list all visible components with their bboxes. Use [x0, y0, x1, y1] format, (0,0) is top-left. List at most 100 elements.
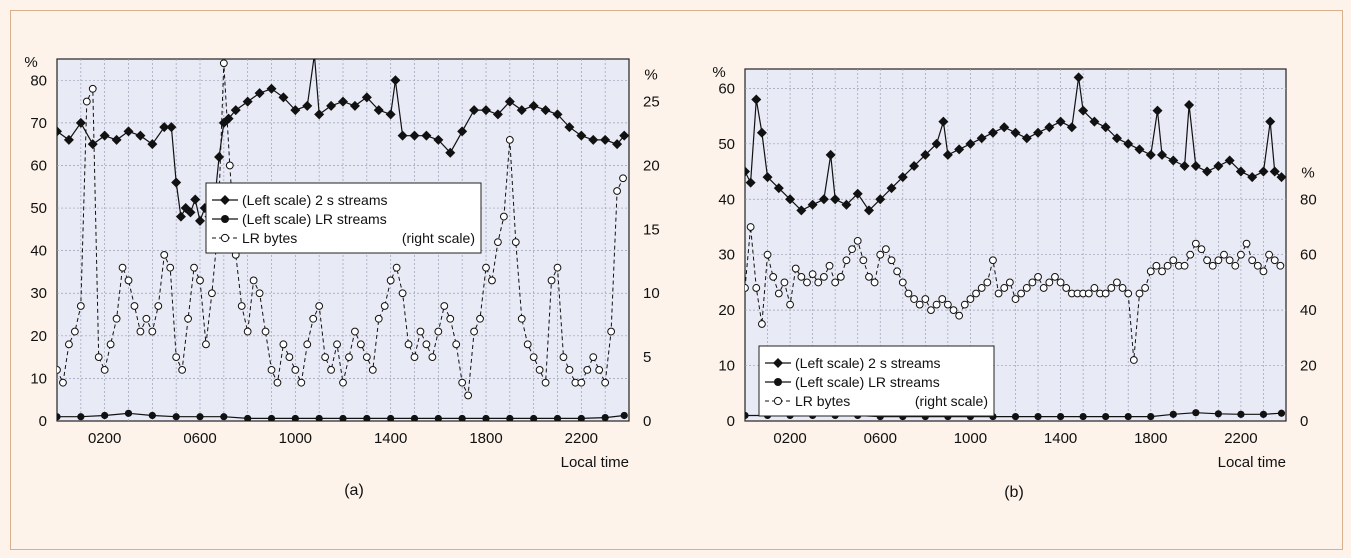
data-point-circle [77, 413, 85, 421]
data-point-open-circle [1135, 289, 1144, 298]
left-axis-unit: % [24, 54, 37, 71]
data-point-diamond [326, 100, 337, 111]
data-point-open-circle [836, 272, 845, 281]
data-point-diamond [1190, 161, 1201, 172]
data-point-diamond [223, 113, 234, 124]
data-point-open-circle [977, 284, 986, 292]
right-axis-unit: % [644, 67, 657, 84]
data-point-diamond [1100, 122, 1111, 133]
data-point-open-circle [1005, 278, 1014, 287]
data-point-diamond [999, 122, 1010, 133]
data-point-diamond [1265, 116, 1276, 127]
data-point-circle [620, 411, 628, 420]
data-point-open-circle [1022, 284, 1031, 292]
data-point-diamond [576, 130, 587, 141]
data-point-circle [458, 414, 466, 421]
data-point-open-circle [297, 378, 306, 387]
data-point-circle [363, 414, 371, 421]
data-point-diamond [1078, 105, 1089, 116]
x-tick-label: 1400 [374, 430, 407, 447]
data-point-diamond [409, 130, 420, 141]
left-tick-label: 0 [39, 413, 47, 430]
data-point-open-circle [989, 256, 997, 265]
data-point-open-circle [853, 236, 862, 245]
data-point-open-circle [819, 272, 828, 281]
data-point-open-circle [619, 174, 627, 183]
data-point-open-circle [1124, 289, 1133, 298]
data-point-open-circle [1253, 261, 1262, 270]
left-tick-label: 50 [30, 200, 47, 217]
data-point-circle [148, 411, 156, 420]
data-point-diamond [1247, 172, 1258, 183]
data-point-open-circle [88, 84, 97, 93]
data-point-open-circle [1118, 284, 1127, 292]
data-point-open-circle [148, 327, 157, 336]
right-tick-label: 15 [643, 221, 660, 238]
data-point-open-circle [315, 302, 324, 310]
data-point-circle [1192, 409, 1200, 417]
left-tick-label: 0 [727, 413, 735, 430]
data-point-diamond [278, 92, 289, 103]
data-point-open-circle [607, 327, 616, 336]
data-point-circle [1277, 409, 1286, 417]
left-tick-label: 70 [30, 115, 47, 132]
data-point-open-circle [758, 320, 766, 328]
data-point-open-circle [106, 340, 115, 349]
data-point-open-circle [825, 261, 834, 270]
data-point-open-circle [949, 306, 958, 315]
data-point-open-circle [966, 295, 975, 303]
data-point-open-circle [797, 272, 806, 281]
data-point-open-circle [1214, 256, 1223, 265]
data-point-open-circle [808, 270, 817, 279]
x-axis-label: Local time [561, 454, 629, 471]
data-point-open-circle [386, 276, 395, 285]
data-point-circle [387, 414, 395, 421]
chart-b: 0200 0600 1000 1400 1800 2200 0 10 20 30 40 50 60% 0 2… [712, 64, 1316, 501]
data-point-open-circle [1231, 261, 1240, 270]
data-point-diamond [349, 100, 360, 111]
data-point-open-circle [118, 263, 127, 272]
data-point-open-circle [1186, 250, 1195, 259]
data-point-open-circle [1265, 250, 1273, 259]
data-point-diamond [1152, 105, 1163, 116]
data-point-diamond [600, 134, 611, 145]
data-point-diamond [756, 127, 767, 138]
legend-box [205, 182, 482, 254]
data-point-circle [1079, 412, 1087, 421]
data-point-open-circle [529, 353, 538, 362]
data-point-circle [124, 409, 133, 417]
data-point-circle [196, 413, 204, 421]
data-point-circle [434, 414, 442, 421]
data-point-diamond [852, 188, 863, 199]
right-tick-label: 40 [1300, 302, 1317, 319]
data-point-open-circle [398, 289, 407, 298]
figure-panel: 0200 0600 1000 1400 1800 2200 0 10 20 30 40 50 60 70 8… [10, 10, 1343, 550]
data-point-diamond [954, 144, 965, 155]
data-point-circle [1237, 410, 1245, 418]
data-point-open-circle [1203, 256, 1212, 265]
data-point-open-circle [1276, 261, 1285, 270]
legend-label-right-scale: (right scale) [402, 230, 475, 246]
data-point-diamond [1235, 166, 1246, 177]
data-point-open-circle [303, 340, 312, 349]
series-lr-bytes-line [57, 63, 624, 398]
right-tick-label: 25 [643, 94, 660, 111]
legend-marker-open-circle [220, 233, 230, 243]
data-point-open-circle [1270, 256, 1279, 265]
data-point-circle [577, 414, 585, 421]
data-point-diamond [63, 134, 74, 145]
data-point-open-circle [356, 340, 365, 349]
data-point-open-circle [1163, 261, 1172, 270]
data-point-open-circle [351, 327, 359, 336]
data-point-open-circle [166, 263, 175, 272]
left-tick-label: 10 [30, 370, 47, 387]
data-point-open-circle [865, 272, 873, 281]
left-tick-label: 30 [30, 285, 47, 302]
data-point-open-circle [1028, 278, 1037, 287]
data-point-open-circle [547, 276, 556, 285]
data-point-open-circle [553, 263, 562, 272]
data-point-circle [267, 414, 276, 421]
x-tick-label: 2200 [1224, 430, 1257, 447]
data-point-open-circle [380, 302, 389, 310]
data-point-open-circle [82, 97, 91, 106]
